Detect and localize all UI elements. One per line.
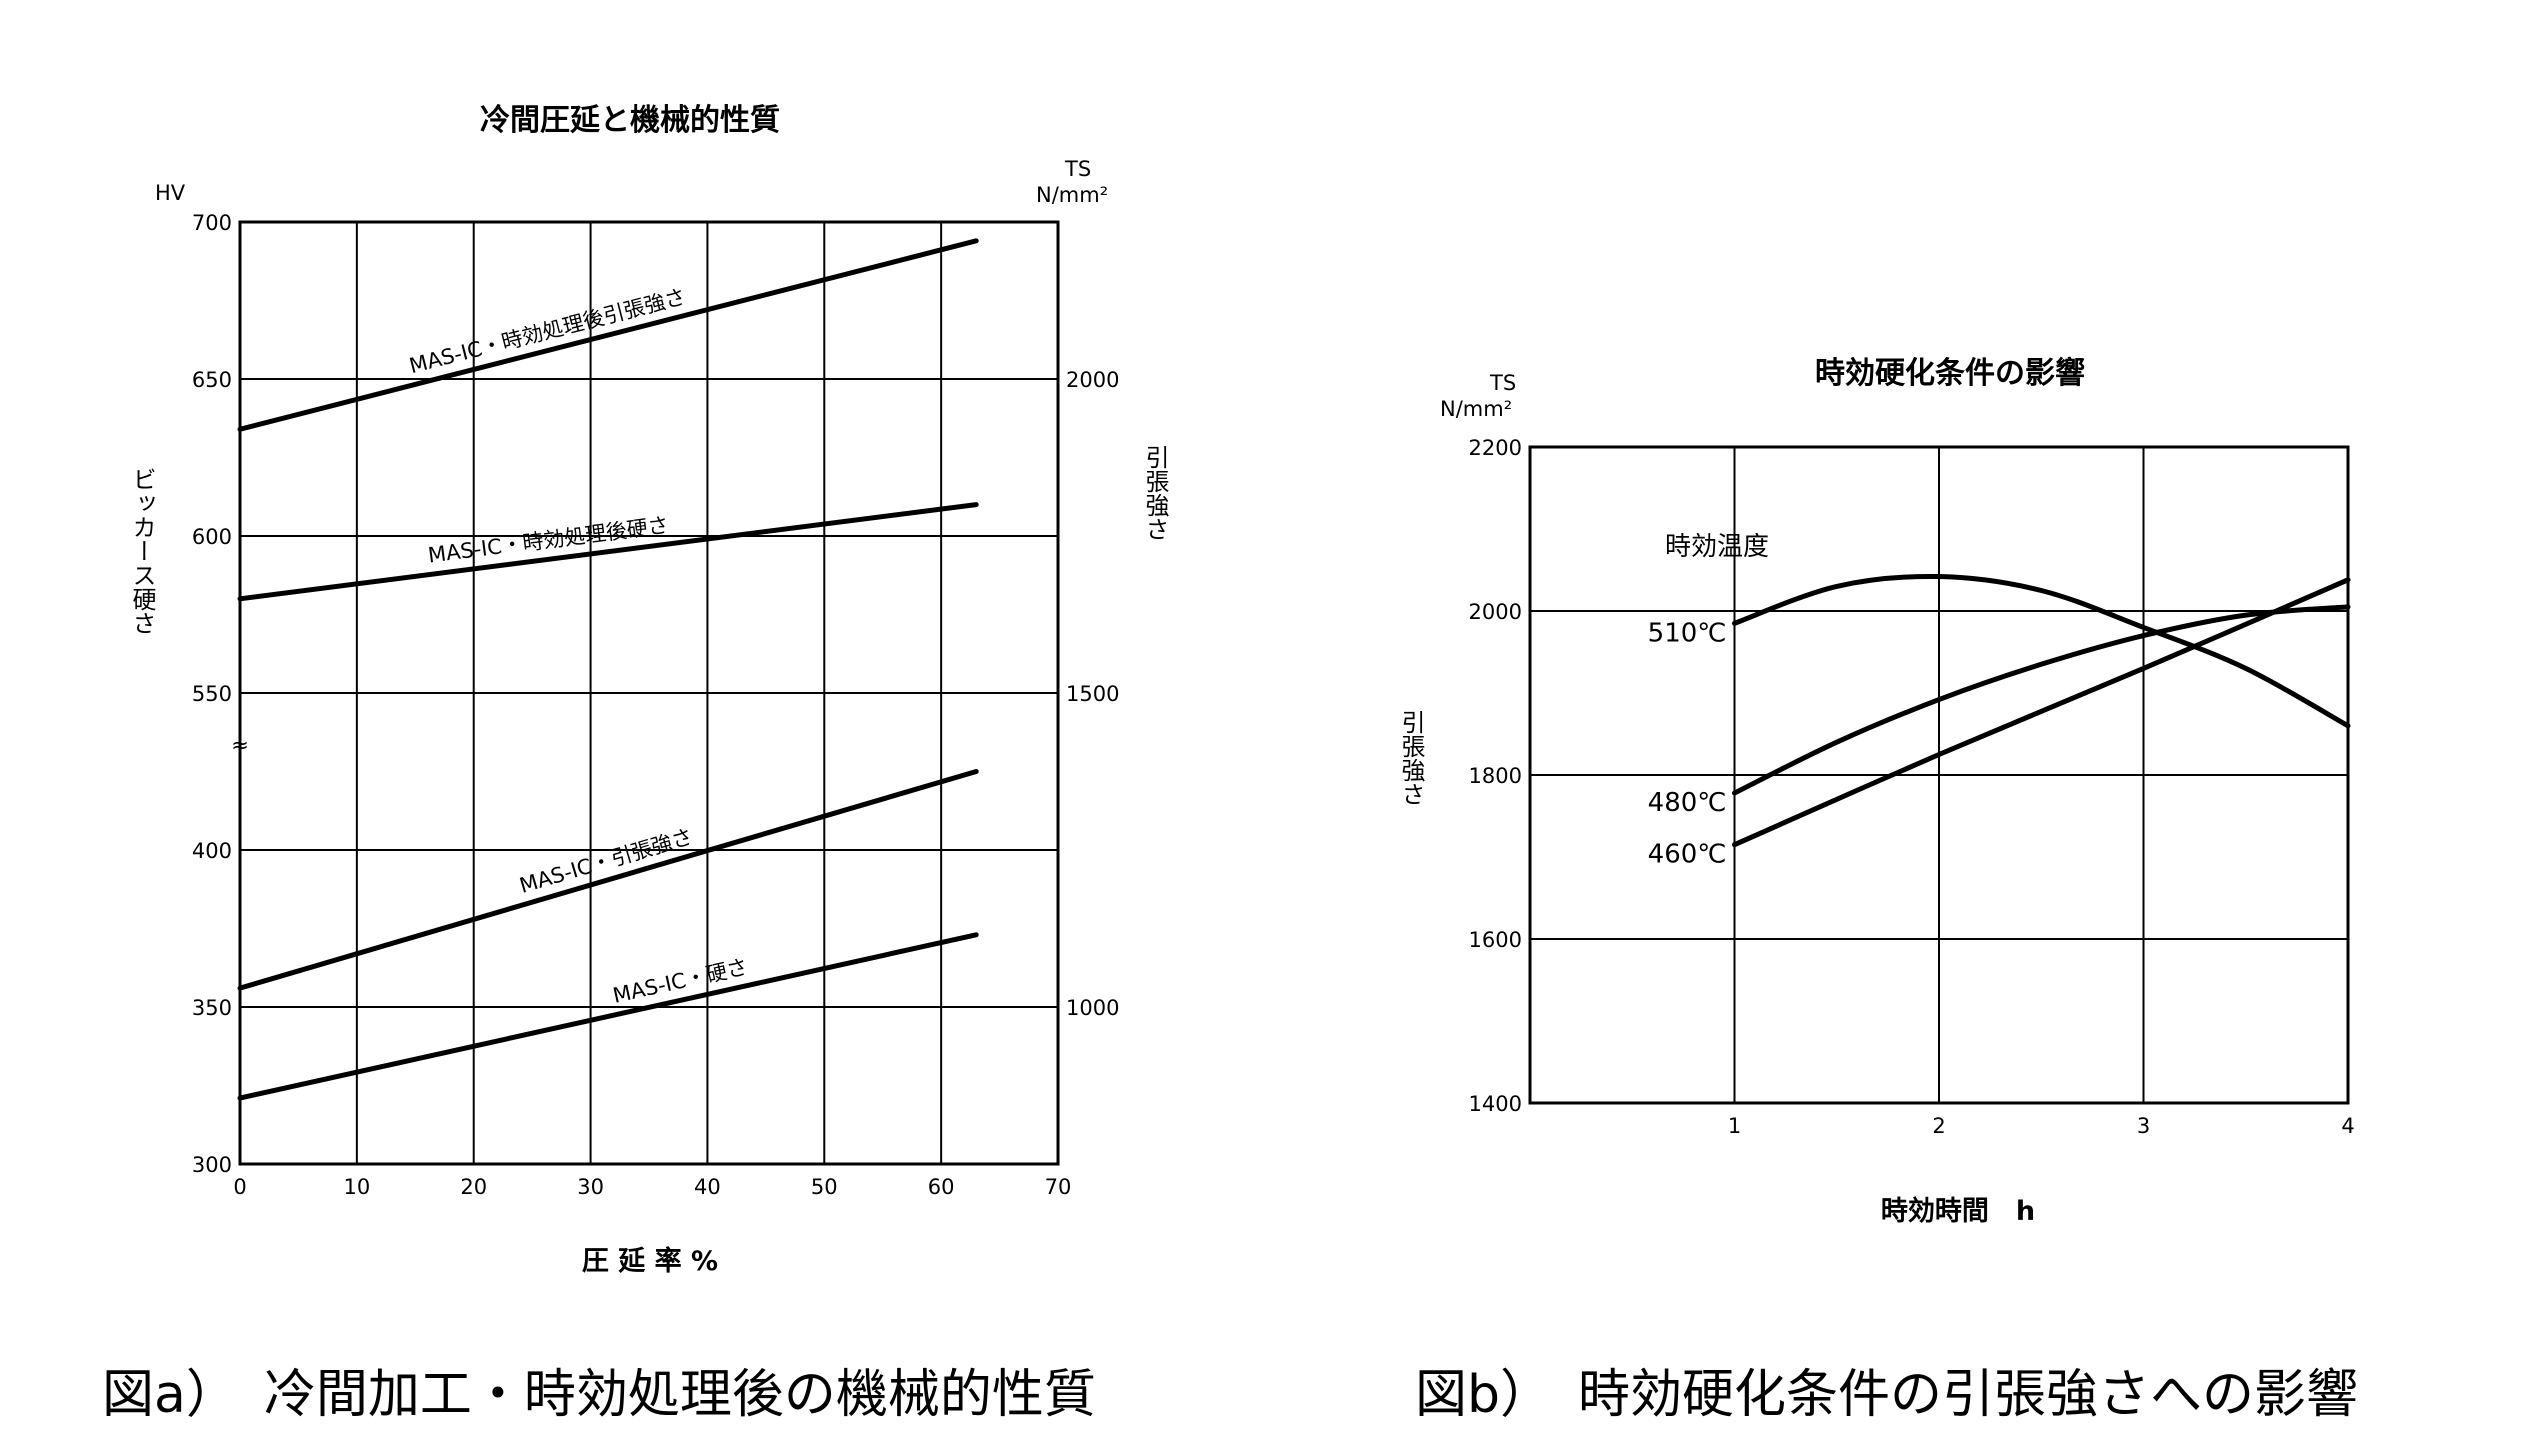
y2-axis-unit-n-mm2: N/mm² [1036, 183, 1108, 207]
y-tick-label: 1600 [1469, 928, 1522, 952]
series-label: MAS-IC・時効処理後引張強さ [407, 284, 688, 378]
y-axis-unit-n-mm2: N/mm² [1440, 397, 1512, 421]
x-tick-label: 4 [2341, 1114, 2354, 1138]
x-tick-label: 40 [694, 1175, 721, 1199]
y-tick-label: 600 [192, 525, 232, 549]
y-tick-label: 400 [192, 839, 232, 863]
y-tick-label: 1800 [1469, 764, 1522, 788]
y-tick-label: 700 [192, 211, 232, 235]
axis-break-symbol: ≈ [231, 733, 249, 757]
chart-left-series: MAS-IC・時効処理後引張強さMAS-IC・時効処理後硬さMAS-IC・引張強… [237, 238, 979, 1101]
series-label: 510℃ [1648, 618, 1727, 648]
series-line [1732, 573, 2351, 729]
series-line [237, 932, 979, 1101]
y-tick-label: 650 [192, 368, 232, 392]
chart-left-grid [240, 222, 1058, 1164]
series-line [1732, 604, 2351, 796]
x-tick-label: 2 [1932, 1114, 1945, 1138]
chart-right-title: 時効硬化条件の影響 [1815, 356, 2085, 391]
series-line [1732, 577, 2351, 848]
x-tick-label: 70 [1045, 1175, 1072, 1199]
y-tick-label: 300 [192, 1153, 232, 1177]
y-tick-label: 350 [192, 996, 232, 1020]
chart-left-x-ticks: 0 10 20 30 40 50 60 70 [233, 1175, 1071, 1199]
y-axis-unit-hv: HV [155, 181, 186, 205]
x-tick-label: 50 [811, 1175, 838, 1199]
series-label: 480℃ [1648, 788, 1727, 818]
chart-right-series: 510℃ 480℃ 460℃ [1648, 573, 2351, 870]
chart-right-frame [1528, 445, 2350, 1105]
chart-left: 冷間圧延と機械的性質 HV TS N/mm² 0 10 20 30 40 50 60 70 7… [128, 103, 1169, 1277]
chart-left-title: 冷間圧延と機械的性質 [480, 103, 780, 138]
y-axis-unit-ts: TS [1489, 371, 1516, 395]
x-tick-label: 60 [928, 1175, 955, 1199]
x-tick-label: 1 [1728, 1114, 1741, 1138]
chart-left-y2-axis-label: 引張強さ [1141, 445, 1169, 541]
series-line [237, 502, 979, 602]
y2-tick-label: 1000 [1066, 996, 1119, 1020]
chart-right-grid [1530, 447, 2348, 1103]
y-tick-label: 2000 [1469, 600, 1522, 624]
caption-left: 図a） 冷間加工・時効処理後の機械的性質 [102, 1365, 1096, 1425]
x-tick-label: 20 [460, 1175, 487, 1199]
chart-left-y2-ticks: 2000 1500 1000 [1066, 368, 1119, 1020]
caption-right: 図b） 時効硬化条件の引張強さへの影響 [1415, 1365, 2358, 1425]
chart-right-y-ticks: 2200 2000 1800 1600 1400 [1469, 436, 1522, 1116]
y2-tick-label: 1500 [1066, 682, 1119, 706]
chart-left-x-axis-label: 圧 延 率 % [582, 1245, 718, 1277]
y2-tick-label: 2000 [1066, 368, 1119, 392]
chart-left-y-ticks: 700 650 600 550 400 350 300 [192, 211, 232, 1177]
chart-left-y-axis-label: ビッカース硬さ [128, 467, 156, 635]
x-tick-label: 0 [233, 1175, 246, 1199]
legend-title-aging-temperature: 時効温度 [1665, 532, 1769, 562]
y-tick-label: 1400 [1469, 1092, 1522, 1116]
chart-right-x-ticks: 1 2 3 4 [1728, 1114, 2355, 1138]
chart-right: 時効硬化条件の影響 TS N/mm² 1 2 3 4 2200 2000 1800 1600… [1397, 356, 2355, 1227]
chart-right-x-axis-label: 時効時間 h [1881, 1195, 2035, 1227]
y-tick-label: 550 [192, 682, 232, 706]
series-label: 460℃ [1648, 840, 1727, 870]
y2-axis-unit-ts: TS [1064, 157, 1091, 181]
y-tick-label: 2200 [1469, 436, 1522, 460]
series-line [237, 238, 979, 432]
x-tick-label: 3 [2137, 1114, 2150, 1138]
chart-right-y-axis-label: 引張強さ [1397, 710, 1425, 806]
x-tick-label: 10 [343, 1175, 370, 1199]
x-tick-label: 30 [577, 1175, 604, 1199]
chart-left-frame [238, 220, 1060, 1166]
series-line [237, 769, 979, 991]
